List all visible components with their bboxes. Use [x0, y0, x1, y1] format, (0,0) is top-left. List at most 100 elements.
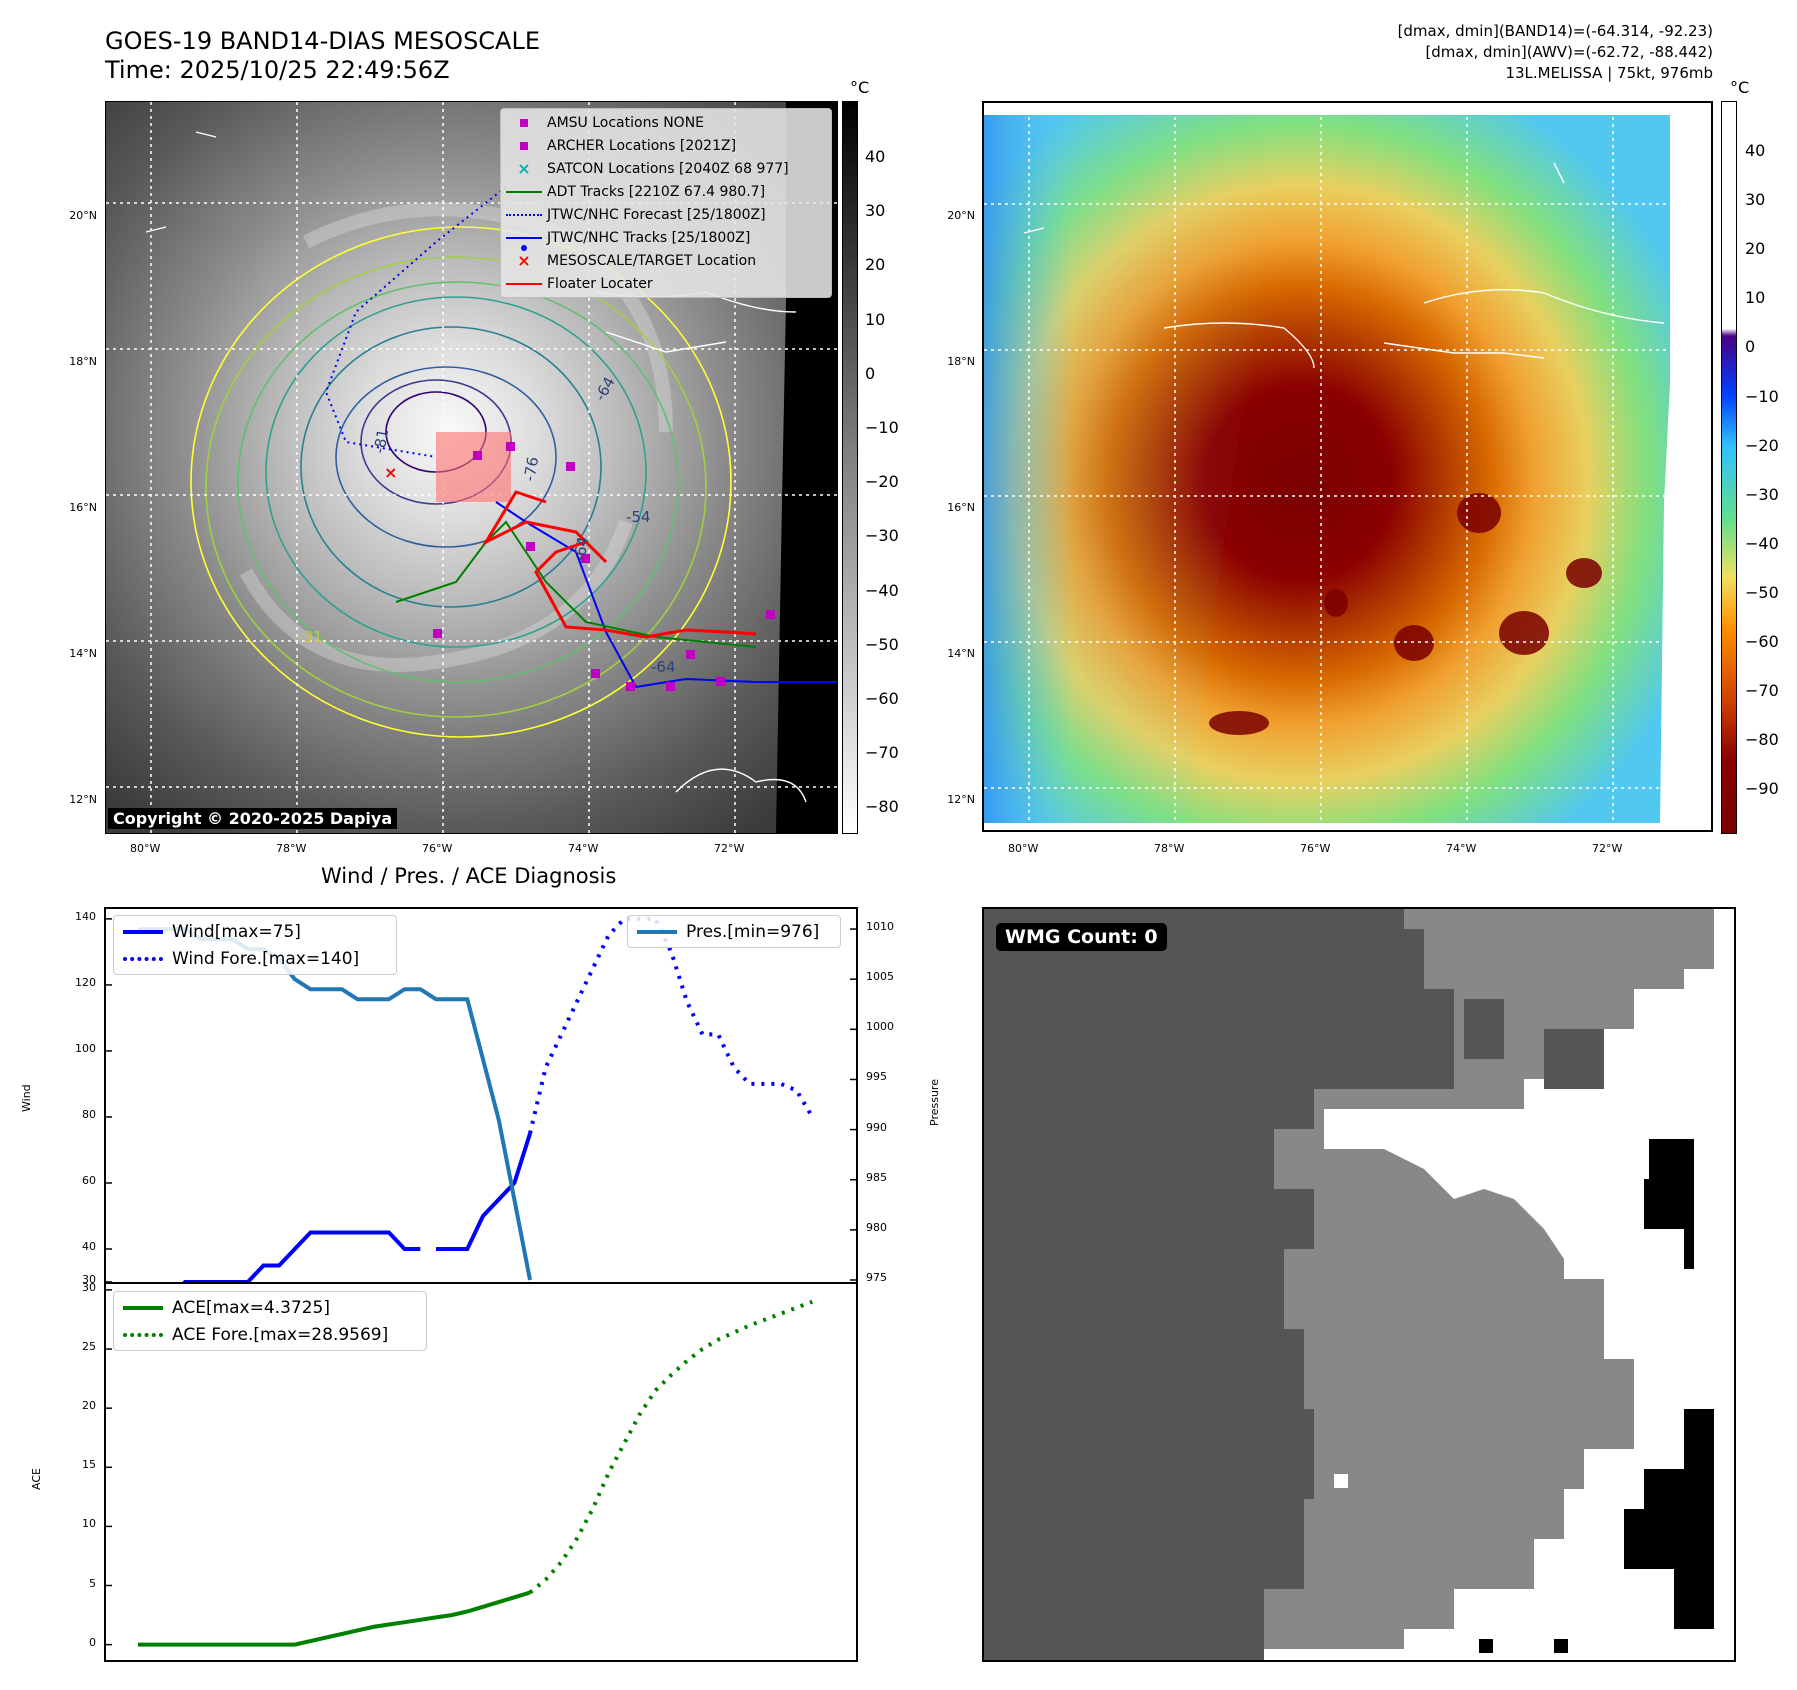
ace-series-line-1 — [528, 1299, 814, 1595]
awv-grid — [984, 103, 1711, 830]
line-icon — [637, 929, 677, 934]
pressure-tick-label: 1000 — [866, 1020, 894, 1034]
colorbar-tick-label: −10 — [865, 418, 899, 437]
wind-tick-label: 120 — [75, 975, 96, 989]
legend-label: AMSU Locations NONE — [547, 114, 705, 131]
info-line3: 13L.MELISSA | 75kt, 976mb — [1505, 64, 1713, 82]
colorbar-tick-label: 20 — [865, 255, 886, 275]
colorbar-tick-label: −20 — [865, 472, 899, 492]
lon-label: 80°W — [1008, 842, 1039, 855]
ir-contours — [190, 226, 732, 738]
colorbar-tick-label: 10 — [865, 309, 886, 329]
legend-label: JTWC/NHC Tracks [25/1800Z] — [547, 229, 751, 246]
legend-label: Pres.[min=976] — [686, 921, 820, 942]
square-marker-icon — [520, 118, 528, 127]
legend-label: Floater Locater — [547, 275, 653, 292]
wind-tick-label: 40 — [82, 1239, 96, 1253]
ace-svg — [106, 1289, 814, 1647]
wind-axis-label: Wind — [20, 1084, 33, 1112]
forecast-track-line — [324, 186, 507, 458]
map-legend: AMSU Locations NONE ARCHER Locations [20… — [500, 108, 832, 298]
colorbar-tick-label: −40 — [1745, 533, 1779, 553]
legend-item: ADT Tracks [2210Z 67.4 980.7] — [501, 180, 831, 203]
series-line-1 — [436, 1132, 532, 1251]
colorbar-awv — [1721, 101, 1737, 834]
info-line2: [dmax, dmin](AWV)=(-62.72, -88.442) — [1425, 43, 1713, 61]
colorbar-tick-label: 20 — [1745, 239, 1766, 259]
target-marker: × — [384, 463, 397, 482]
line-icon — [506, 282, 542, 285]
ace-tick-label: 30 — [82, 1280, 96, 1294]
colorbar-tick-label: −30 — [865, 526, 899, 546]
lon-label: 78°W — [1154, 842, 1185, 855]
legend-item: ACE[max=4.3725] — [114, 1294, 426, 1321]
colorbar-unit: °C — [1730, 78, 1750, 97]
contour-label: -81 — [370, 427, 392, 454]
ace-tick-label: 10 — [82, 1517, 96, 1531]
wind-tick-label: 100 — [75, 1041, 96, 1055]
colorbar-tick-label: −60 — [865, 689, 899, 708]
legend-label: ACE[max=4.3725] — [172, 1297, 330, 1318]
square-marker-icon — [520, 141, 528, 150]
ace-series-line-0 — [138, 1590, 531, 1647]
copyright-label: Copyright © 2020-2025 Dapiya — [108, 808, 398, 829]
ace-tick-label: 5 — [89, 1576, 96, 1590]
ace-plot — [104, 1282, 858, 1662]
lon-label: 76°W — [422, 842, 453, 855]
ace-tick-label: 0 — [89, 1635, 96, 1649]
colorbar-tick-label: −50 — [865, 634, 899, 654]
colorbar-tick-label: −90 — [1745, 779, 1779, 799]
legend-item: JTWC/NHC Tracks [25/1800Z] — [501, 226, 831, 251]
wmg-count-badge: WMG Count: 0 — [996, 923, 1167, 951]
colorbar-tick-label: −20 — [1745, 435, 1779, 455]
best-track-line — [495, 501, 837, 689]
wind-tick-label: 140 — [75, 909, 96, 923]
legend-item: ACE Fore.[max=28.9569] — [114, 1321, 426, 1348]
lon-label: 76°W — [1300, 842, 1331, 855]
colorbar-tick-label: −80 — [1745, 730, 1779, 750]
wind-tick-label: 80 — [82, 1107, 96, 1121]
pressure-legend: Pres.[min=976] — [627, 915, 841, 948]
colorbar-tick-label: −70 — [1745, 681, 1779, 701]
pressure-tick-label: 1005 — [866, 970, 894, 984]
awv-map — [982, 101, 1713, 832]
colorbar-tick-label: 30 — [1745, 190, 1766, 210]
contour-label: -31 — [298, 628, 323, 646]
contour-labels: -81 -76 -64 -54 -64 -31 -64 — [298, 374, 676, 676]
legend-label: ADT Tracks [2210Z 67.4 980.7] — [547, 183, 766, 200]
x-marker-icon: × — [517, 159, 531, 178]
wind-tick-label: 30 — [82, 1273, 96, 1286]
diagnosis-title: Wind / Pres. / ACE Diagnosis — [321, 864, 617, 888]
series-line-3 — [138, 927, 532, 1281]
colorbar-tick-label: −50 — [1745, 582, 1779, 602]
line-icon — [506, 190, 542, 193]
chart-title-line2: Time: 2025/10/25 22:49:56Z — [105, 56, 450, 84]
legend-item: AMSU Locations NONE — [501, 111, 831, 134]
colorbar-tick-label: 0 — [865, 363, 876, 383]
legend-label: MESOSCALE/TARGET Location — [547, 252, 757, 269]
dotted-line-icon — [506, 213, 542, 216]
legend-item: Wind Fore.[max=140] — [114, 945, 396, 972]
lat-label: 14°N — [69, 647, 97, 660]
line-dot-icon — [506, 236, 542, 239]
lat-label: 16°N — [947, 501, 975, 514]
colorbar-tick-label: −30 — [1745, 484, 1779, 504]
lon-label: 80°W — [130, 842, 161, 855]
legend-item: JTWC/NHC Forecast [25/1800Z] — [501, 203, 831, 226]
floater-box — [436, 432, 511, 502]
contour-label: -76 — [520, 455, 542, 482]
ace-axis-label: ACE — [30, 1468, 43, 1490]
floater-track-line — [482, 490, 757, 639]
ace-tick-label: 25 — [82, 1340, 96, 1354]
legend-label: SATCON Locations [2040Z 68 977] — [547, 160, 789, 177]
legend-label: JTWC/NHC Forecast [25/1800Z] — [547, 206, 766, 223]
colorbar-unit: °C — [850, 78, 870, 97]
ace-tick-label: 15 — [82, 1458, 96, 1472]
legend-label: ARCHER Locations [2021Z] — [547, 137, 737, 154]
lat-label: 14°N — [947, 647, 975, 660]
wind-legend: Wind[max=75] Wind Fore.[max=140] — [113, 915, 397, 975]
lat-label: 16°N — [69, 501, 97, 514]
colorbar-tick-label: 10 — [1745, 288, 1766, 308]
lon-label: 74°W — [568, 842, 599, 855]
legend-item: × MESOSCALE/TARGET Location — [501, 249, 831, 272]
